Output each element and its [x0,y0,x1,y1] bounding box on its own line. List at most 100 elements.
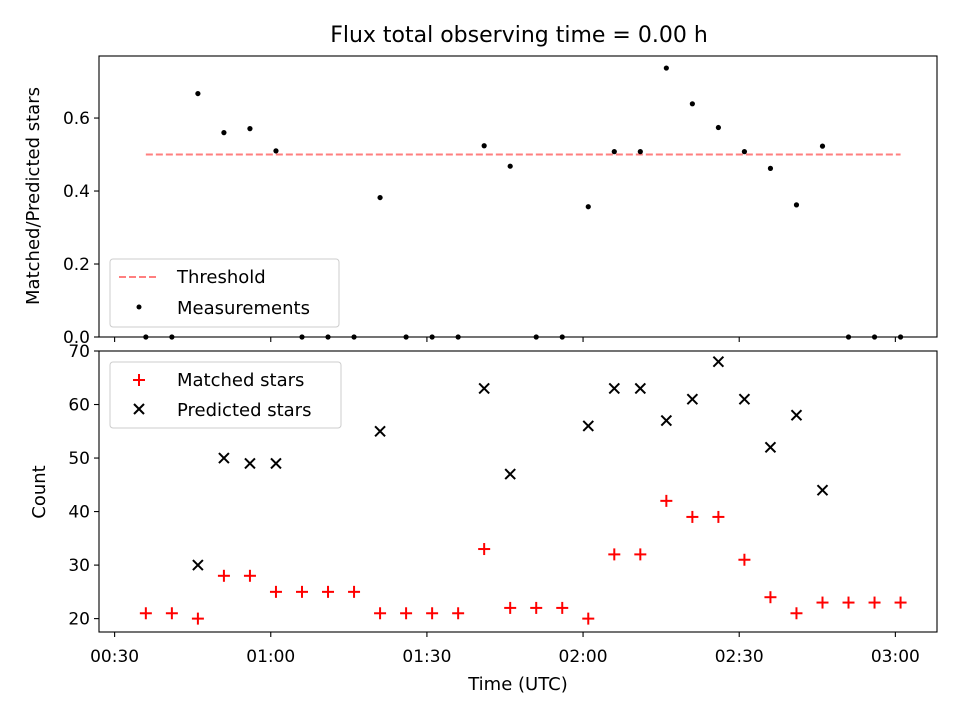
predicted-star-point [582,420,594,432]
matched-star-point [269,585,282,598]
measurement-point [715,124,721,131]
top-y-tick-label: 0.4 [63,182,90,202]
measurement-point [247,126,253,132]
matched-star-point [295,585,308,598]
matched-star-point [400,607,413,620]
chart-title: Flux total observing time = 0.00 h [330,23,708,48]
predicted-star-point [374,425,386,437]
predicted-star-point [790,409,803,421]
matched-star-point [426,607,439,620]
measurement-point [611,149,617,155]
measurement-point [767,165,774,171]
top-plot-frame [98,55,938,338]
predicted-star-point [816,484,829,496]
measurement-point [221,130,227,136]
measurement-point [507,163,513,169]
legend-matched-label: Matched stars [177,370,304,391]
bottom-y-axis-label: Count [29,465,50,518]
measurement-point [377,194,383,201]
bottom-legend: Matched stars Predicted stars [109,361,342,429]
predicted-star-point [660,414,673,427]
matched-star-point [322,585,335,598]
matched-star-point [660,494,673,507]
top-y-tick-label: 0.2 [63,255,90,275]
matched-star-point [764,591,777,604]
matched-star-point [556,601,569,614]
x-tick-label: 03:00 [871,647,920,667]
predicted-star-point [192,559,204,571]
matched-star-point [894,596,907,609]
legend-threshold-label: Threshold [176,267,266,288]
top-y-tick-label: 0.6 [63,109,90,129]
matched-star-point [374,607,387,620]
top-legend: Threshold Measurements [109,258,340,328]
x-tick-label: 02:00 [559,647,608,667]
matched-star-point [790,607,803,620]
measurement-point [481,143,487,149]
predicted-star-point [608,382,620,395]
predicted-star-point [686,393,699,405]
predicted-star-point [738,393,751,405]
matched-star-point [686,510,699,523]
matched-star-point [712,510,725,523]
bottom-y-tick-label: 60 [68,396,90,416]
measurement-point [195,90,201,97]
bottom-panel: 20 30 40 50 60 70 00:30 01:00 01:30 02:00 02:30 03… [29,342,938,695]
legend-measurements-swatch [136,304,142,310]
matched-star-point [452,607,465,620]
measurement-point [689,101,695,107]
matched-star-point [191,612,204,625]
bottom-y-tick-label: 70 [68,342,90,362]
bottom-y-tick-label: 50 [68,449,90,469]
measurement-point [273,148,279,154]
measurement-point [585,204,591,210]
matched-star-point [217,569,230,582]
bottom-y-tick-label: 40 [68,503,90,523]
bottom-plot-frame [98,350,938,633]
legend-matched-swatch [133,374,145,386]
x-tick-label: 01:30 [402,647,451,667]
predicted-star-point [244,457,256,470]
legend-predicted-label: Predicted stars [177,400,311,421]
matched-star-point [634,548,647,561]
measurement-point [741,149,748,155]
top-y-axis: 0.0 0.2 0.4 0.6 [63,109,99,348]
matched-star-point [868,596,881,609]
x-tick-label: 00:30 [90,647,139,667]
predicted-star-point [504,468,516,480]
predicted-star-point [270,457,282,470]
matched-star-point [816,596,829,609]
predicted-star-point [478,382,490,395]
top-y-axis-label: Matched/Predicted stars [23,87,44,305]
predicted-star-point [634,382,647,395]
matched-star-point [842,596,855,609]
matched-star-point [165,607,178,620]
matched-star-point [348,585,361,598]
legend-measurements-label: Measurements [177,298,310,319]
matched-star-point [139,607,152,620]
bottom-x-axis: 00:30 01:00 01:30 02:00 02:30 03:00 [90,632,920,667]
x-tick-label: 02:30 [715,647,764,667]
matched-star-point [608,548,621,561]
matched-star-point [243,569,256,582]
predicted-star-point [712,355,725,368]
matched-star-point [530,601,543,614]
top-y-tick-label: 0.0 [63,328,90,348]
predicted-star-point [764,441,777,454]
measurement-point [819,143,826,149]
matched-star-point [738,553,751,566]
bottom-y-tick-label: 20 [68,610,90,630]
legend-predicted-swatch [133,403,145,415]
x-axis-label: Time (UTC) [467,674,568,695]
measurement-point [637,149,643,155]
top-panel: 0.0 0.2 0.4 0.6 Matched/Predicted stars Thr… [23,55,938,348]
matched-star-point [582,612,595,625]
predicted-star-point [218,452,230,464]
measurement-point [793,202,800,208]
matched-star-point [478,543,491,556]
x-tick-label: 01:00 [246,647,295,667]
matched-star-point [504,601,517,614]
bottom-y-axis: 20 30 40 50 60 70 [68,342,99,630]
measurement-point [663,65,669,71]
